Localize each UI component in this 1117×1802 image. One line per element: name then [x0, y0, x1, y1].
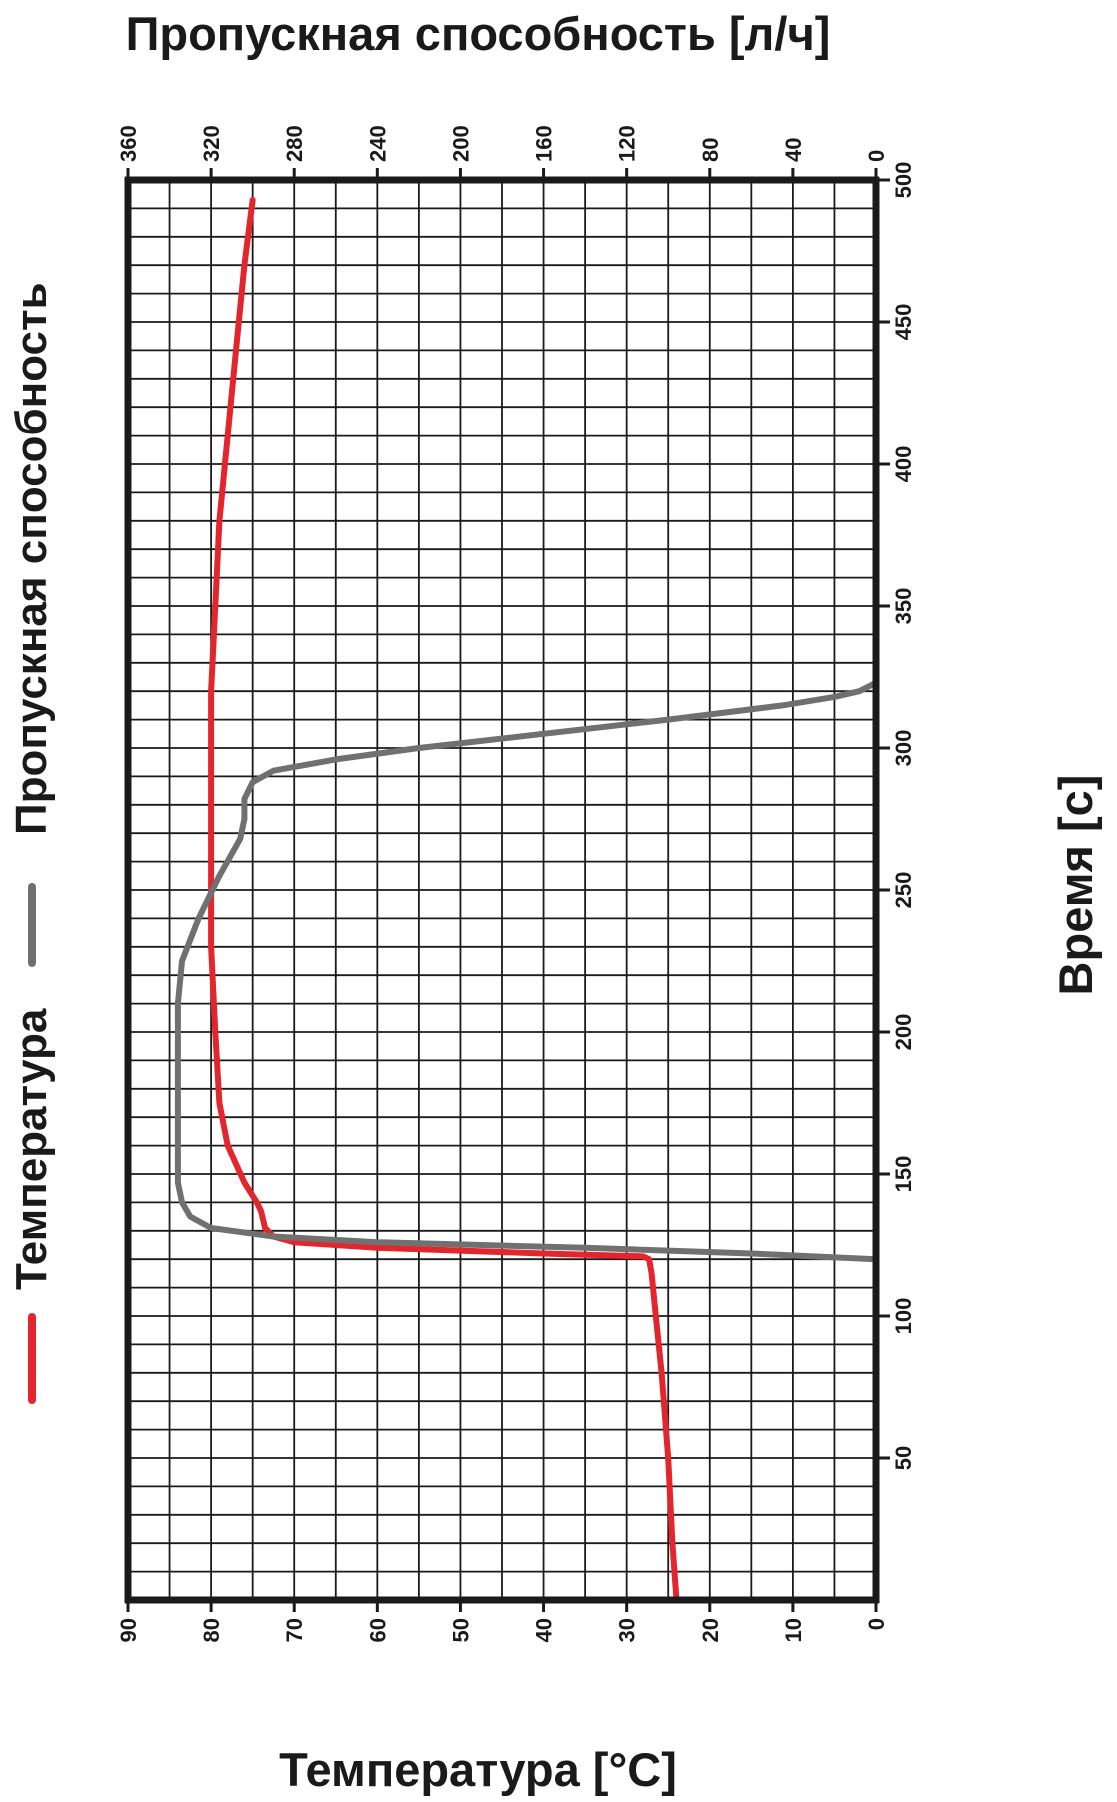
x-tick-label: 500 [891, 162, 916, 199]
ticks: 5010015020025030035040045050001020304050… [116, 125, 916, 1642]
y-tick-label: 20 [698, 1618, 723, 1642]
y2-tick-label: 120 [615, 125, 640, 162]
x-tick-label: 250 [891, 872, 916, 909]
series-line-throughput [174, 679, 879, 1263]
plot-frame [124, 176, 880, 1604]
legend-label-temperature: Температура [7, 1008, 56, 1290]
y-axis-title: Температура [°C] [279, 1743, 677, 1796]
y2-axis-title: Пропускная способность [л/ч] [126, 7, 831, 60]
legend: Температура Пропускная способность [7, 282, 56, 1404]
x-tick-label: 450 [891, 304, 916, 341]
x-axis-title: Время [с] [1049, 775, 1102, 996]
y-tick-label: 70 [282, 1618, 307, 1642]
y2-tick-label: 280 [282, 125, 307, 162]
y-tick-label: 40 [532, 1618, 557, 1642]
legend-label-throughput: Пропускная способность [7, 282, 56, 835]
y-tick-label: 0 [864, 1618, 889, 1630]
y2-tick-label: 200 [448, 125, 473, 162]
y2-tick-label: 360 [116, 125, 141, 162]
series-line-temperature [208, 196, 680, 1603]
x-tick-label: 300 [891, 730, 916, 767]
y-tick-label: 60 [365, 1618, 390, 1642]
x-tick-label: 200 [891, 1014, 916, 1051]
y-tick-label: 30 [615, 1618, 640, 1642]
x-tick-label: 150 [891, 1156, 916, 1193]
y2-tick-label: 160 [532, 125, 557, 162]
y2-tick-label: 40 [781, 138, 806, 162]
x-tick-label: 400 [891, 446, 916, 483]
series-layer [174, 196, 879, 1603]
y-tick-label: 10 [781, 1618, 806, 1642]
y2-tick-label: 0 [864, 150, 889, 162]
y2-tick-label: 320 [199, 125, 224, 162]
y2-tick-label: 240 [365, 125, 390, 162]
x-tick-label: 50 [891, 1446, 916, 1470]
grid [128, 180, 876, 1600]
y-tick-label: 80 [199, 1618, 224, 1642]
x-tick-label: 100 [891, 1298, 916, 1335]
y2-tick-label: 80 [698, 138, 723, 162]
x-tick-label: 350 [891, 588, 916, 625]
y-tick-label: 90 [116, 1618, 141, 1642]
y-tick-label: 50 [448, 1618, 473, 1642]
